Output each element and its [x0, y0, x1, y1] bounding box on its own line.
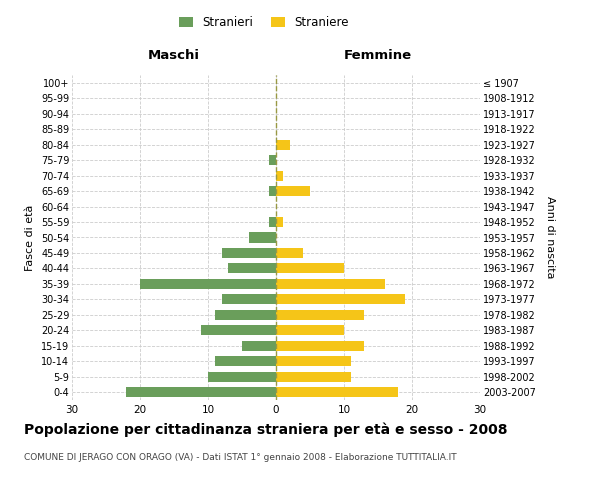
- Bar: [229, 264, 276, 274]
- Bar: [276, 387, 398, 398]
- Bar: [276, 294, 405, 304]
- Bar: [269, 217, 276, 227]
- Y-axis label: Anni di nascita: Anni di nascita: [545, 196, 555, 279]
- Bar: [215, 310, 276, 320]
- Bar: [276, 310, 364, 320]
- Bar: [140, 279, 276, 289]
- Bar: [201, 326, 276, 336]
- Legend: Stranieri, Straniere: Stranieri, Straniere: [179, 16, 349, 29]
- Bar: [276, 341, 364, 351]
- Bar: [269, 186, 276, 196]
- Bar: [276, 264, 344, 274]
- Bar: [276, 279, 385, 289]
- Bar: [276, 217, 283, 227]
- Bar: [276, 326, 344, 336]
- Text: Maschi: Maschi: [148, 49, 200, 62]
- Bar: [276, 140, 290, 149]
- Bar: [208, 372, 276, 382]
- Bar: [276, 170, 283, 180]
- Bar: [215, 356, 276, 366]
- Text: COMUNE DI JERAGO CON ORAGO (VA) - Dati ISTAT 1° gennaio 2008 - Elaborazione TUTT: COMUNE DI JERAGO CON ORAGO (VA) - Dati I…: [24, 452, 457, 462]
- Bar: [276, 356, 351, 366]
- Text: Femmine: Femmine: [344, 49, 412, 62]
- Bar: [221, 248, 276, 258]
- Bar: [221, 294, 276, 304]
- Bar: [269, 155, 276, 165]
- Bar: [276, 372, 351, 382]
- Bar: [249, 232, 276, 242]
- Bar: [127, 387, 276, 398]
- Bar: [276, 186, 310, 196]
- Bar: [242, 341, 276, 351]
- Y-axis label: Fasce di età: Fasce di età: [25, 204, 35, 270]
- Bar: [276, 248, 303, 258]
- Text: Popolazione per cittadinanza straniera per età e sesso - 2008: Popolazione per cittadinanza straniera p…: [24, 422, 508, 437]
